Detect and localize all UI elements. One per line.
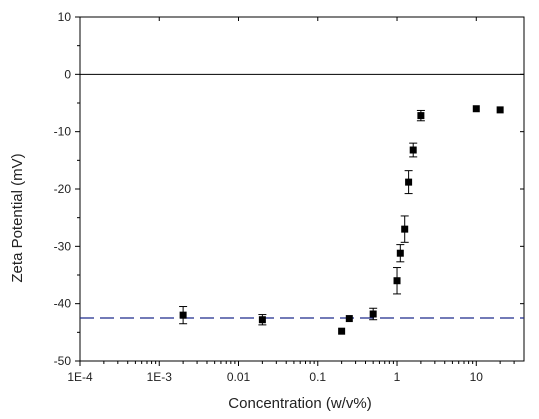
y-tick-label: -50 <box>54 354 72 368</box>
x-tick-label: 1 <box>394 370 401 384</box>
data-point <box>258 316 266 324</box>
data-point <box>179 311 187 319</box>
data-point <box>396 249 404 257</box>
y-axis-title: Zeta Potential (mV) <box>9 153 26 282</box>
x-tick-label: 0.1 <box>309 370 326 384</box>
x-tick-label: 10 <box>470 370 484 384</box>
y-tick-label: -40 <box>54 297 72 311</box>
data-point <box>393 277 401 285</box>
data-point <box>472 105 480 113</box>
data-point <box>417 112 425 120</box>
plot-frame <box>79 16 525 362</box>
data-point <box>496 106 504 114</box>
data-point <box>338 327 346 335</box>
y-tick-label: 10 <box>58 10 72 24</box>
y-tick-label: -30 <box>54 239 72 253</box>
y-tick-label: 0 <box>64 67 71 81</box>
data-point <box>345 315 353 323</box>
data-point <box>401 225 409 233</box>
x-axis-title: Concentration (w/v%) <box>228 395 371 412</box>
y-tick-label: -10 <box>54 125 72 139</box>
x-tick-label: 1E-3 <box>147 370 173 384</box>
data-point <box>409 146 417 154</box>
data-point <box>369 310 377 318</box>
x-tick-label: 1E-4 <box>67 370 93 384</box>
x-tick-label: 0.01 <box>227 370 251 384</box>
data-point <box>405 178 413 186</box>
y-tick-label: -20 <box>54 182 72 196</box>
